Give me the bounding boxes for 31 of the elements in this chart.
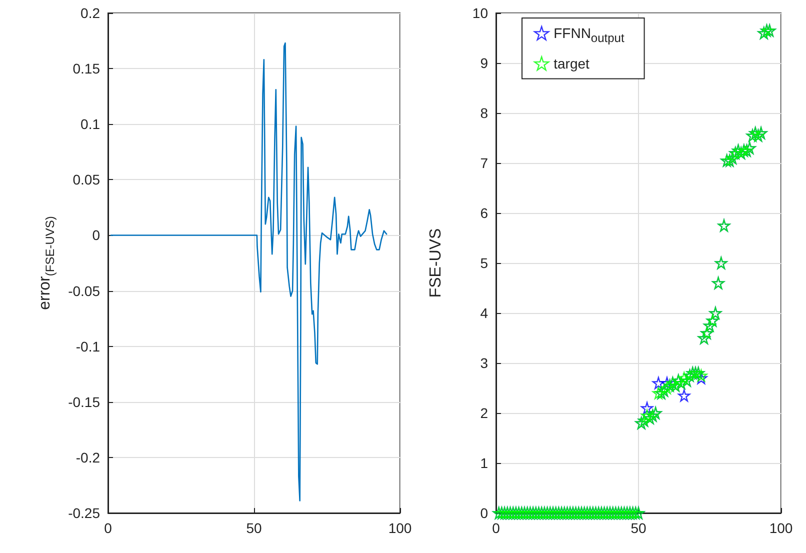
y-tick-label: -0.2 — [76, 449, 100, 466]
x-tick-label: 50 — [246, 520, 262, 536]
x-tick-label: 100 — [388, 520, 412, 536]
y-tick-label: 6 — [480, 205, 488, 221]
y-tick-label: -0.15 — [68, 394, 100, 410]
y-tick-label: 7 — [480, 155, 488, 171]
x-tick-label: 50 — [630, 520, 646, 536]
y-tick-label: 5 — [480, 255, 488, 271]
x-tick-label: 0 — [104, 520, 112, 536]
line-series — [110, 42, 388, 502]
y-tick-label: 2 — [480, 405, 488, 421]
y-tick-label: 1 — [480, 455, 488, 471]
y-tick-label: 0.1 — [80, 116, 100, 132]
x-tick-label: 100 — [769, 520, 793, 536]
y-tick-label: 8 — [480, 105, 488, 121]
y-tick-label: 0.2 — [80, 5, 100, 21]
y-tick-label: 0.15 — [72, 60, 100, 77]
y-tick-label: -0.05 — [68, 282, 100, 299]
legend-label: target — [554, 55, 590, 72]
y-tick-label: 0 — [480, 505, 488, 521]
y-axis-title: FSE-UVS — [428, 228, 444, 298]
y-tick-label: 0.05 — [72, 172, 100, 188]
y-tick-label: 4 — [480, 305, 488, 321]
y-tick-label: 0 — [92, 227, 100, 244]
x-tick-label: 0 — [492, 520, 500, 536]
y-tick-label: -0.25 — [68, 505, 100, 521]
y-tick-label: -0.1 — [76, 338, 100, 354]
y-tick-label: 3 — [480, 355, 488, 371]
y-axis-title: error(FSE-UVS) — [36, 216, 57, 310]
y-tick-label: 10 — [472, 5, 488, 21]
y-tick-label: 9 — [480, 55, 488, 71]
